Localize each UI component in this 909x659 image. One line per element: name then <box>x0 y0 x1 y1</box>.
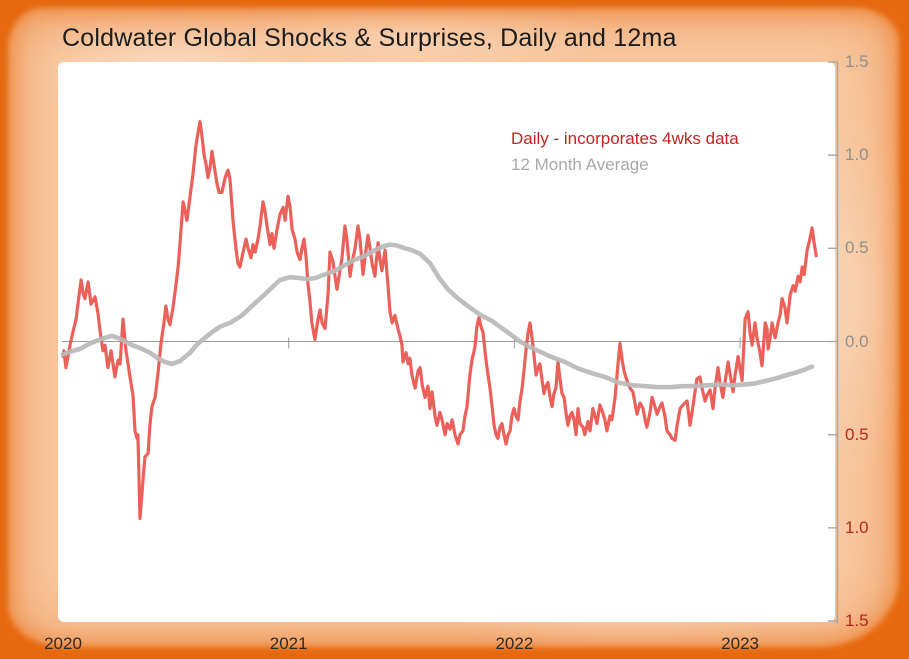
x-year-label: 2023 <box>721 634 759 653</box>
y-tick-label: 0.5 <box>845 424 869 444</box>
y-tick-label: 1.0 <box>845 145 869 165</box>
x-year-label: 2020 <box>44 634 82 653</box>
x-year-label: 2022 <box>495 634 534 653</box>
legend: Daily - incorporates 4wks data 12 Month … <box>511 126 739 178</box>
y-tick-label: 1.5 <box>845 52 869 71</box>
legend-daily-label: Daily - incorporates 4wks data <box>511 129 739 148</box>
y-tick-label: 0.0 <box>845 331 869 351</box>
x-year-label: 2021 <box>269 634 308 653</box>
y-tick-label: 0.5 <box>845 238 869 258</box>
page-title: Coldwater Global Shocks & Surprises, Dai… <box>62 24 677 52</box>
y-tick-label: 1.5 <box>845 610 869 630</box>
y-tick-label: 1.0 <box>845 517 869 537</box>
legend-12ma-label: 12 Month Average <box>511 155 649 174</box>
